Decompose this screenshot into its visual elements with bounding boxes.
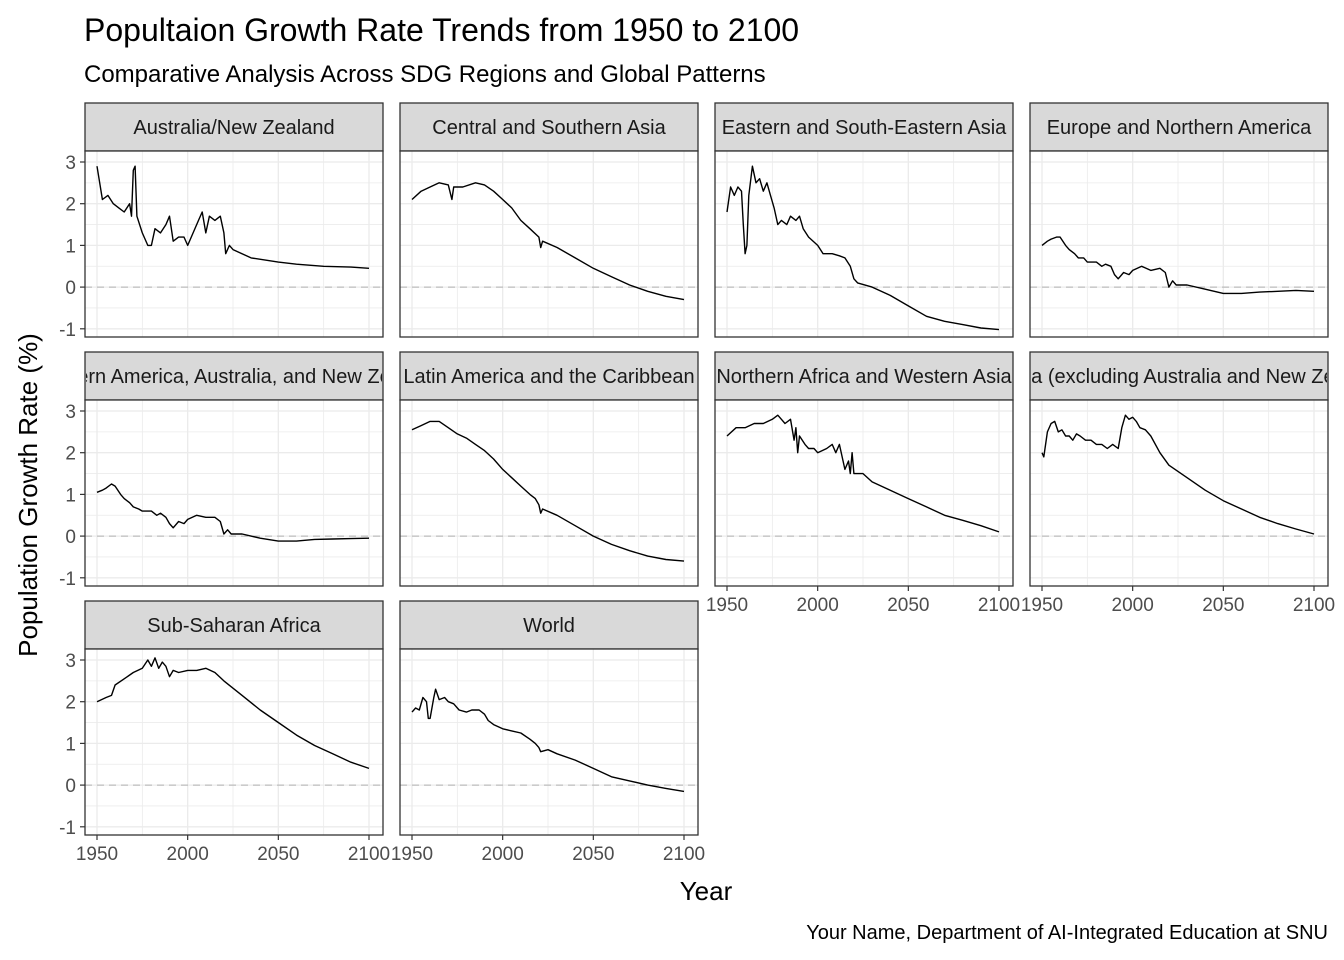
x-axis-label: Year <box>679 876 733 906</box>
chart-title: Popultaion Growth Rate Trends from 1950 … <box>84 12 800 48</box>
plot-area <box>715 400 1013 586</box>
x-tick-label: 2000 <box>482 844 524 865</box>
y-tick-label: 0 <box>65 278 76 299</box>
x-tick-label: 2100 <box>348 844 390 865</box>
plot-area <box>1030 151 1328 337</box>
facet-strip <box>399 102 699 152</box>
facet-strip-label: Europe and Northern America <box>1047 117 1312 139</box>
facet-panel: Europe and Northern America <box>1029 102 1329 338</box>
panel-border <box>399 648 699 836</box>
facet-panel: World 1950 2000 2050 2100 <box>391 600 705 865</box>
y-tick-label: -1 <box>59 569 76 590</box>
y-tick-label: 3 <box>65 153 76 174</box>
plot-area <box>85 151 383 337</box>
facet-panel: Northern Africa and Western Asia 1950 2000… <box>706 351 1020 616</box>
facet-strip-label: Eastern and South-Eastern Asia <box>722 117 1007 139</box>
x-tick-label: 2050 <box>1202 595 1244 616</box>
series-line <box>411 688 685 793</box>
series-line <box>1041 414 1315 535</box>
y-tick-label: -1 <box>59 320 76 341</box>
facet-panel: Australia/New Zealand 3 2 1 0 -1 <box>59 102 384 341</box>
series-line <box>96 483 370 542</box>
x-tick-label: 1950 <box>706 595 748 616</box>
facet-strip <box>714 102 1014 152</box>
x-tick-label: 2050 <box>572 844 614 865</box>
x-tick-label: 1950 <box>1021 595 1063 616</box>
facet-strip-label: Central and Southern Asia <box>432 117 666 139</box>
facet-strip-label: Sub-Saharan Africa <box>147 615 321 637</box>
panel-border <box>714 150 1014 338</box>
y-tick-label: 2 <box>65 693 76 714</box>
y-tick-label: 2 <box>65 195 76 216</box>
plot-area <box>85 400 383 586</box>
x-tick-label: 2100 <box>978 595 1020 616</box>
facet-strip <box>84 102 384 152</box>
panel-border <box>714 399 1014 587</box>
facet-strip <box>1029 351 1329 401</box>
facet-strip <box>1029 102 1329 152</box>
x-tick-label: 2100 <box>663 844 705 865</box>
series-line <box>411 420 685 562</box>
facet-strip-label: Australia/New Zealand <box>133 117 334 139</box>
plot-area <box>1030 400 1328 586</box>
y-tick-label: 1 <box>65 236 76 257</box>
y-tick-label: -1 <box>59 818 76 839</box>
plot-area <box>400 400 698 586</box>
y-tick-label: 0 <box>65 527 76 548</box>
facet-panel: Northern America, Australia, and New Zea… <box>28 351 439 590</box>
facet-strip <box>399 600 699 650</box>
x-tick-label: 1950 <box>391 844 433 865</box>
x-tick-label: 2050 <box>887 595 929 616</box>
facet-strip <box>84 600 384 650</box>
chart-subtitle: Comparative Analysis Across SDG Regions … <box>84 61 766 88</box>
plot-area <box>400 649 698 835</box>
panel-border <box>399 150 699 338</box>
series-line <box>96 657 370 770</box>
series-line <box>726 414 1000 533</box>
x-tick-label: 2000 <box>1112 595 1154 616</box>
panel-border <box>1029 399 1329 587</box>
x-tick-label: 1950 <box>76 844 118 865</box>
panel-border <box>399 399 699 587</box>
x-tick-label: 2000 <box>797 595 839 616</box>
facet-panel: Central and Southern Asia <box>399 102 699 338</box>
facet-strip <box>399 351 699 401</box>
facet-strip-label: Northern Africa and Western Asia <box>716 366 1012 388</box>
panel-border <box>1029 150 1329 338</box>
facet-strip-label: Latin America and the Caribbean <box>403 366 694 388</box>
panel-border <box>84 399 384 587</box>
x-tick-label: 2000 <box>167 844 209 865</box>
plot-area <box>85 649 383 835</box>
plot-area <box>715 151 1013 337</box>
y-tick-label: 1 <box>65 485 76 506</box>
chart-caption: Your Name, Department of AI-Integrated E… <box>806 922 1328 944</box>
facet-strip-label: Northern America, Australia, and New Zea… <box>28 366 439 388</box>
y-tick-label: 1 <box>65 734 76 755</box>
y-tick-label: 2 <box>65 444 76 465</box>
facet-panel: Oceania (excluding Australia and New Zea… <box>968 351 1344 616</box>
y-tick-label: 0 <box>65 776 76 797</box>
panel-border <box>84 648 384 836</box>
facet-strip-label: World <box>523 615 575 637</box>
x-tick-label: 2050 <box>257 844 299 865</box>
facet-panel: Eastern and South-Eastern Asia <box>714 102 1014 338</box>
series-line <box>1041 236 1315 295</box>
series-line <box>411 182 685 301</box>
y-tick-label: 3 <box>65 402 76 423</box>
series-line <box>96 165 370 269</box>
series-line <box>726 165 1000 331</box>
facet-strip-label: Oceania (excluding Australia and New Zea… <box>968 366 1344 388</box>
x-tick-label: 2100 <box>1293 595 1335 616</box>
facet-panel: Latin America and the Caribbean <box>399 351 699 587</box>
y-tick-label: 3 <box>65 651 76 672</box>
panel-border <box>84 150 384 338</box>
